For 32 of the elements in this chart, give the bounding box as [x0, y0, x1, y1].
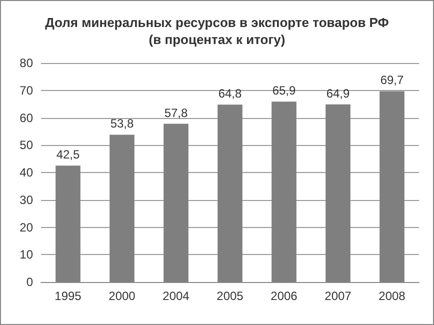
data-label: 42,5 — [56, 148, 80, 162]
y-tick-label: 40 — [20, 166, 34, 180]
x-tick-label: 2006 — [270, 289, 298, 303]
x-tick-label: 2005 — [216, 289, 244, 303]
data-label: 65,9 — [272, 84, 296, 98]
chart-subtitle: (в процентах к итогу) — [148, 32, 286, 47]
bar — [380, 91, 404, 282]
x-tick-label: 2000 — [108, 289, 136, 303]
data-label: 64,9 — [326, 86, 350, 100]
x-tick-label: 1995 — [54, 289, 82, 303]
bar — [326, 104, 350, 282]
bar — [218, 104, 242, 282]
y-tick-label: 50 — [20, 138, 34, 152]
y-tick-label: 80 — [20, 56, 34, 70]
y-tick-label: 0 — [26, 275, 34, 289]
y-tick-label: 10 — [20, 248, 34, 262]
data-label: 57,8 — [164, 106, 188, 120]
bar — [110, 134, 134, 282]
y-tick-label: 60 — [20, 110, 34, 125]
bar — [272, 102, 296, 282]
y-tick-label: 70 — [20, 83, 34, 98]
data-label: 53,8 — [110, 116, 134, 131]
y-tick-label: 30 — [20, 192, 34, 207]
bar — [56, 166, 80, 282]
bar — [164, 124, 188, 282]
x-tick-label: 2007 — [324, 289, 352, 303]
data-label: 69,7 — [380, 73, 404, 88]
x-tick-label: 2008 — [378, 289, 406, 303]
x-tick-label: 2004 — [162, 289, 190, 303]
y-tick-label: 20 — [20, 220, 34, 234]
data-label: 64,8 — [218, 86, 242, 101]
chart-title: Доля минеральных ресурсов в экспорте товаров РФ — [45, 15, 389, 30]
